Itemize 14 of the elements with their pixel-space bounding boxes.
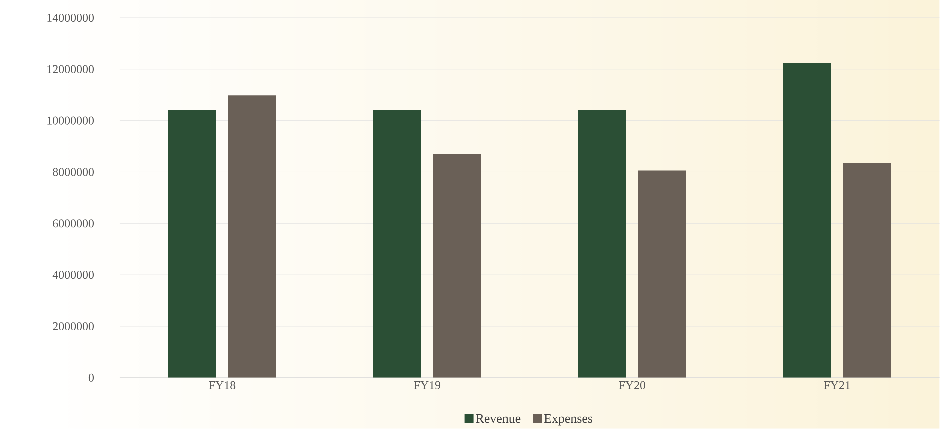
y-tick-label: 14000000: [48, 14, 94, 22]
x-tick-label: FY19: [414, 381, 441, 390]
y-tick-label: 12000000: [48, 65, 94, 74]
legend-label: Expenses: [544, 414, 593, 426]
x-tick-label: FY21: [824, 381, 850, 390]
x-tick-label: FY18: [209, 381, 236, 390]
y-tick-label: 10000000: [48, 116, 94, 125]
y-tick-label: 6000000: [53, 220, 94, 228]
y-tick-label: 0: [88, 374, 94, 382]
y-tick-label: 2000000: [53, 322, 94, 331]
x-tick-label: FY20: [619, 381, 646, 390]
legend-label: Revenue: [476, 414, 521, 424]
y-tick-label: 8000000: [53, 168, 94, 176]
y-tick-label: 4000000: [52, 271, 94, 280]
